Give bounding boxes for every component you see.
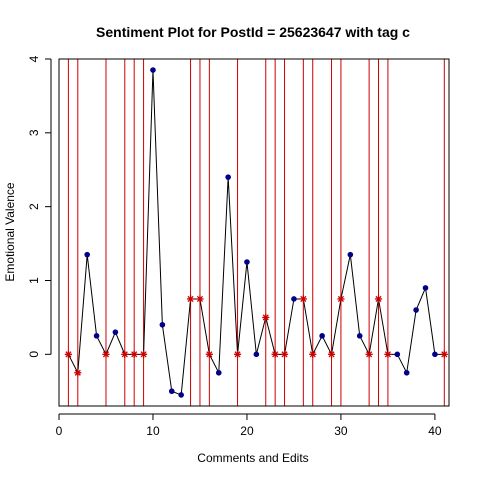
edit-point: [271, 350, 279, 358]
comment-point: [356, 333, 363, 339]
y-tick-label: 0: [27, 351, 41, 358]
comment-point: [215, 369, 222, 376]
x-tick-label: 40: [428, 424, 442, 438]
edit-point: [440, 350, 448, 358]
x-tick-label: 10: [146, 424, 160, 438]
x-axis: 0 10 20 30 40: [56, 413, 442, 438]
edit-point: [196, 295, 204, 303]
x-tick-label: 0: [56, 424, 63, 438]
edit-point: [102, 350, 110, 358]
edit-point: [121, 350, 129, 358]
comment-point: [291, 296, 297, 302]
comment-point: [432, 351, 438, 358]
edit-point: [374, 295, 383, 303]
y-tick-label: 2: [27, 203, 41, 210]
edit-point: [280, 350, 289, 358]
edit-point: [205, 350, 213, 358]
x-tick-label: 20: [240, 424, 254, 438]
comment-point: [168, 388, 175, 395]
y-axis-label: Emotional Valence: [3, 182, 17, 281]
y-axis: 0 1 2 3 4: [27, 55, 52, 358]
chart-title: Sentiment Plot for PostId = 25623647 wit…: [96, 24, 410, 40]
comment-point: [84, 251, 90, 258]
edit-point: [365, 350, 373, 358]
comment-point: [403, 369, 410, 376]
edit-point: [130, 350, 138, 358]
edit-point: [337, 295, 345, 303]
x-tick-label: 30: [334, 424, 348, 438]
edit-point: [233, 350, 242, 358]
comment-point: [253, 351, 260, 358]
edit-point: [384, 350, 392, 358]
edit-point: [262, 313, 270, 322]
comment-point: [413, 307, 419, 313]
comment-point: [159, 321, 166, 328]
edit-point: [299, 295, 307, 303]
y-tick-label: 1: [27, 277, 41, 284]
edit-point: [74, 369, 82, 377]
edit-point: [64, 350, 72, 358]
data-points: [64, 67, 448, 398]
comment-point: [112, 329, 119, 335]
comment-point: [178, 392, 184, 398]
y-tick-label: 3: [27, 129, 41, 136]
comment-point: [150, 67, 156, 73]
plot-frame: [58, 58, 450, 407]
comment-point: [422, 285, 429, 291]
comment-point: [347, 251, 354, 258]
y-tick-label: 4: [27, 55, 41, 62]
comment-point: [225, 174, 231, 180]
edit-point: [309, 350, 317, 358]
edit-lines: [67, 59, 445, 406]
edit-point: [186, 295, 195, 303]
comment-point: [394, 351, 401, 358]
x-axis-label: Comments and Edits: [197, 451, 308, 465]
edit-point: [327, 350, 336, 358]
comment-point: [93, 333, 100, 339]
edit-point: [139, 350, 148, 358]
comment-point: [244, 259, 250, 265]
comment-point: [319, 333, 325, 339]
